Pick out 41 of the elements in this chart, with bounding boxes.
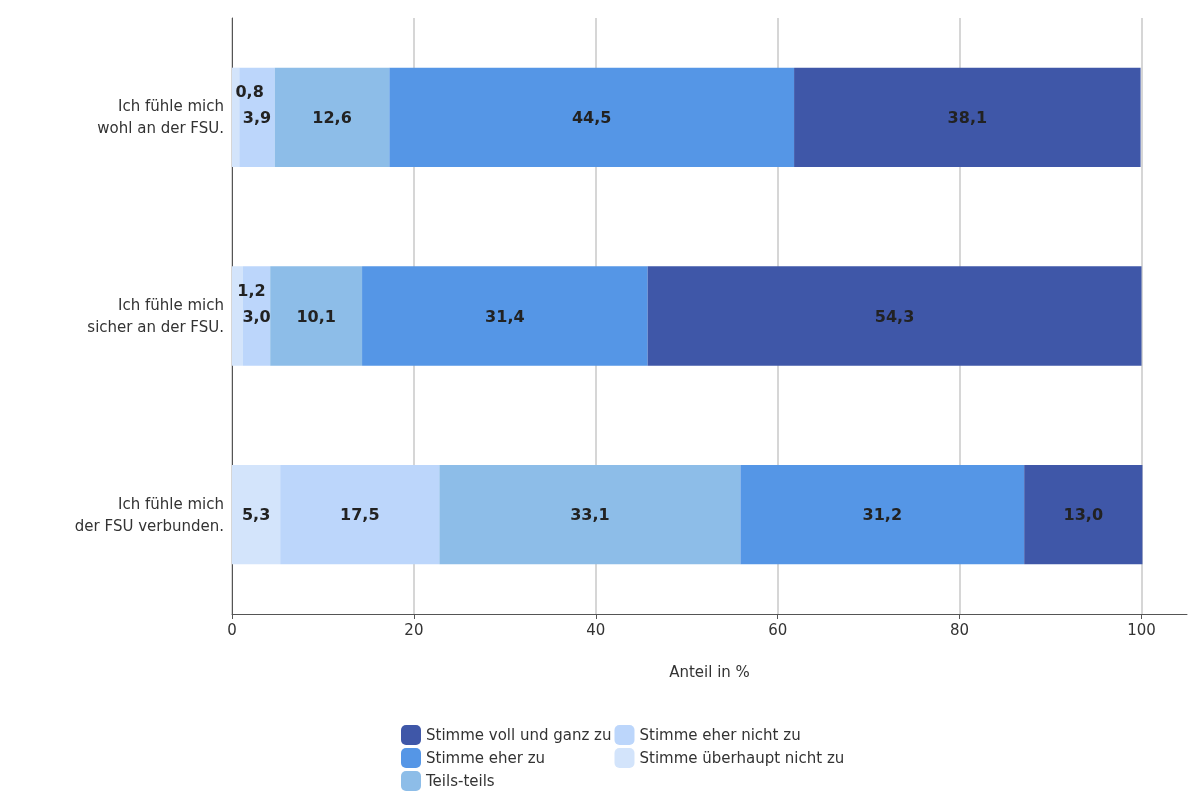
- bar: [274, 67, 390, 167]
- data-label: 1,2: [237, 280, 266, 300]
- data-label: 3,9: [242, 107, 272, 127]
- data-label: 0,8: [235, 81, 264, 101]
- data-label: 5,3: [241, 505, 271, 525]
- legend-label: Teils-teils: [425, 772, 495, 790]
- data-label: 3,0: [242, 306, 271, 326]
- bar: [794, 67, 1141, 167]
- data-label: 44,5: [571, 107, 612, 127]
- bar: [647, 266, 1142, 366]
- legend-label: Stimme eher nicht zu: [639, 726, 801, 744]
- legend-label: Stimme voll und ganz zu: [426, 726, 612, 744]
- legend-label: Stimme eher zu: [426, 749, 546, 767]
- x-tick-label: 0: [227, 620, 237, 639]
- legend-label: Stimme überhaupt nicht zu: [639, 749, 845, 767]
- data-label: 13,0: [1063, 505, 1104, 525]
- bar: [270, 266, 363, 366]
- bar: [740, 465, 1025, 565]
- x-axis-title: Anteil in %: [669, 662, 750, 681]
- x-tick-label: 80: [950, 620, 970, 639]
- x-tick-label: 20: [404, 620, 424, 639]
- bar: [362, 266, 648, 366]
- bar: [232, 465, 281, 565]
- data-label: 31,4: [485, 306, 525, 326]
- bar: [1024, 465, 1143, 565]
- x-tick-label: 40: [586, 620, 606, 639]
- data-label: 33,1: [570, 505, 610, 525]
- y-tick-label: Ich fühle mich sicher an der FSU.: [87, 296, 224, 336]
- bar: [280, 465, 440, 565]
- data-label: 17,5: [340, 505, 380, 525]
- y-tick-label: Ich fühle mich wohl an der FSU.: [97, 97, 224, 138]
- data-label: 10,1: [296, 306, 336, 326]
- x-tick-label: 60: [768, 620, 788, 639]
- bar: [389, 67, 795, 167]
- bar: [439, 465, 741, 565]
- data-label: 54,3: [874, 306, 915, 326]
- x-tick-label: 100: [1127, 620, 1156, 639]
- data-label: 31,2: [862, 505, 903, 525]
- data-label: 12,6: [312, 107, 352, 127]
- data-label: 38,1: [947, 107, 988, 127]
- y-tick-label: Ich fühle mich der FSU verbunden.: [74, 494, 224, 535]
